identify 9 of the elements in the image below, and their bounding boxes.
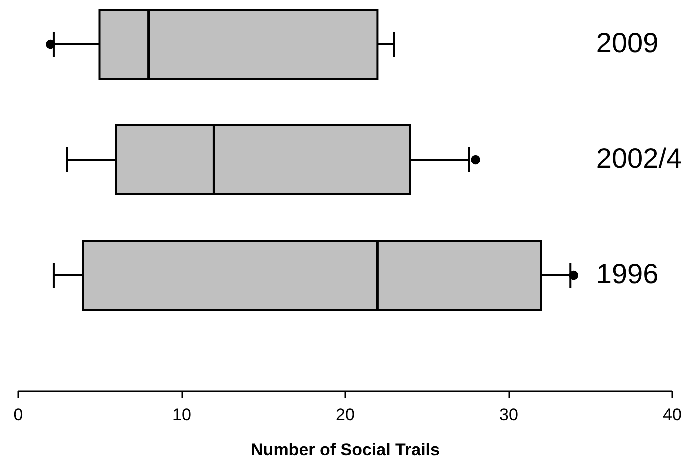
x-tick-label: 0 [14,406,24,424]
x-tick-label: 40 [663,406,682,424]
y-tick-label: 2002/4 [596,143,682,174]
y-tick-label: 2009 [596,28,659,58]
x-tick-label: 20 [336,406,355,424]
x-tick-label: 10 [172,406,192,424]
x-axis-title: Number of Social Trails [251,440,440,460]
x-tick-label: 30 [500,406,518,424]
y-tick-label: 1996 [596,258,659,290]
